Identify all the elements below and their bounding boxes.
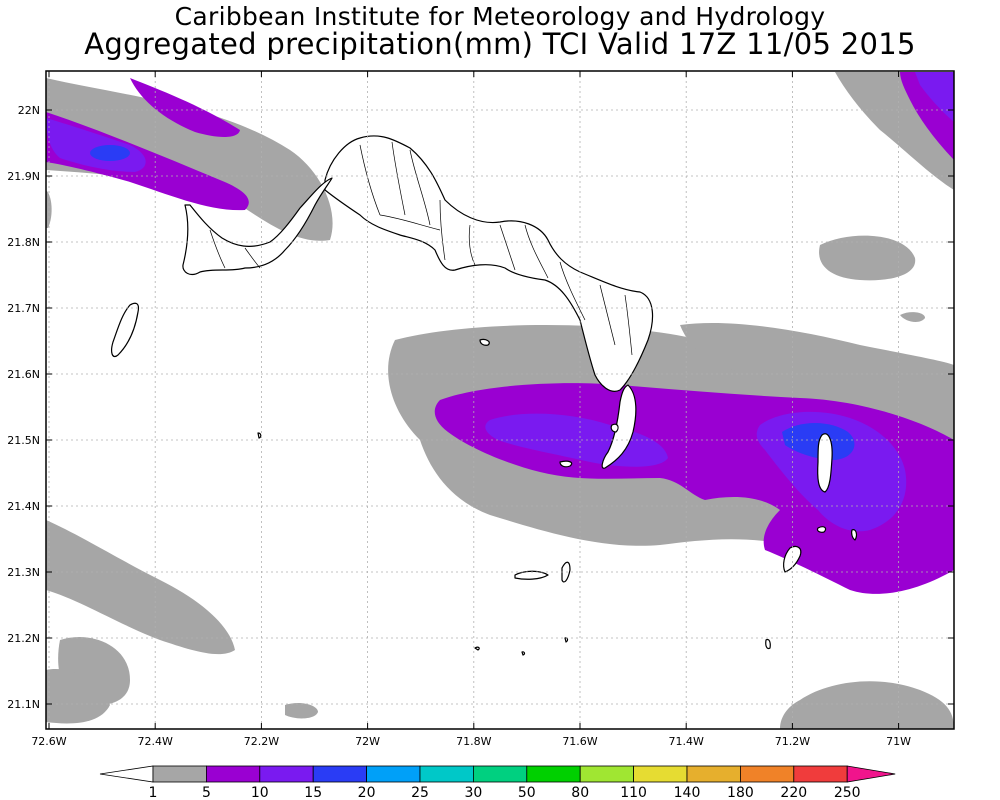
cay-10 [474, 646, 480, 651]
lon-tick-label: 72.6W [31, 735, 66, 748]
colorbar-swatch [312, 765, 368, 783]
providenciales-island [182, 177, 333, 276]
lat-tick-label: 21.2N [7, 632, 40, 645]
colorbar-label: 30 [464, 785, 482, 800]
colorbar-swatch [472, 765, 528, 783]
colorbar-swatch [793, 765, 848, 783]
lat-tick-label: 21.6N [7, 368, 40, 381]
cay-6 [851, 529, 858, 541]
map-title: Caribbean Institute for Meteorology and … [174, 2, 826, 31]
colorbar-swatch [740, 765, 795, 783]
colorbar-label: 15 [304, 785, 322, 800]
cay-11 [564, 637, 569, 643]
islands [111, 135, 858, 656]
colorbar-label: 50 [518, 785, 536, 800]
cay-8 [479, 338, 490, 346]
salt-cay-island [783, 545, 802, 573]
lon-tick-label: 71.6W [562, 735, 597, 748]
colorbar-swatch [259, 765, 314, 783]
lat-tick-label: 21.1N [7, 698, 40, 711]
colorbar-label: 20 [358, 785, 376, 800]
lon-tick-label: 71W [886, 735, 911, 748]
colorbar-swatch [152, 765, 207, 783]
map-subtitle: Aggregated precipitation(mm) TCI Valid 1… [84, 27, 916, 61]
lat-tick-label: 21.4N [7, 500, 40, 513]
cay-1 [514, 570, 549, 580]
colorbar-label: 80 [571, 785, 589, 800]
colorbar-label: 5 [202, 785, 211, 800]
lon-tick-label: 71.2W [775, 735, 810, 748]
precip-15-20mm [90, 145, 855, 460]
colorbar-swatch [526, 765, 581, 783]
colorbar-swatch [633, 765, 688, 783]
lat-tick-label: 21.9N [7, 170, 40, 183]
lat-tick-label: 22N [18, 104, 40, 117]
south-caicos-spit [601, 384, 637, 469]
colorbar-label: 140 [674, 785, 701, 800]
colorbar-label: 220 [780, 785, 807, 800]
colorbar-label: 10 [251, 785, 269, 800]
colorbar-swatch [686, 765, 741, 783]
cay-5 [816, 526, 827, 533]
lat-tick-label: 21.3N [7, 566, 40, 579]
cay-4 [610, 423, 619, 433]
cay-3 [559, 460, 573, 468]
colorbar-over-arrow [846, 765, 896, 783]
cay-9 [257, 432, 262, 439]
colorbar-label: 180 [727, 785, 754, 800]
lon-tick-label: 71.8W [456, 735, 491, 748]
grand-turk-island [817, 433, 833, 493]
colorbar-under-arrow [99, 765, 154, 783]
colorbar-label: 110 [620, 785, 647, 800]
colorbar-swatch [366, 765, 421, 783]
lat-tick-label: 21.7N [7, 302, 40, 315]
grid-lines [46, 71, 954, 729]
colorbar-label: 1 [149, 785, 158, 800]
axis-ticks: 72.6W 72.4W 72.2W 72W 71.8W 71.6W 71.4W 71.2W 71… [7, 71, 954, 748]
west-caicos-island [111, 302, 140, 358]
cay-7 [765, 638, 771, 650]
lon-tick-label: 72.4W [138, 735, 173, 748]
lon-tick-label: 72.2W [244, 735, 279, 748]
colorbar: 1 5 10 15 20 25 30 50 80 110 140 180 220 250 [99, 765, 896, 800]
plot-frame [45, 70, 955, 730]
colorbar-swatch [205, 765, 261, 783]
caicos-main-island [324, 135, 654, 392]
colorbar-swatch [579, 765, 635, 783]
colorbar-swatch [419, 765, 474, 783]
lat-tick-label: 21.8N [7, 236, 40, 249]
lat-tick-label: 21.5N [7, 434, 40, 447]
colorbar-label: 25 [411, 785, 429, 800]
colorbar-label: 250 [834, 785, 861, 800]
lon-tick-label: 71.4W [669, 735, 704, 748]
precipitation-field [46, 72, 954, 729]
cay-12 [521, 651, 526, 656]
lon-tick-label: 72W [355, 735, 380, 748]
district-boundaries [209, 141, 633, 356]
